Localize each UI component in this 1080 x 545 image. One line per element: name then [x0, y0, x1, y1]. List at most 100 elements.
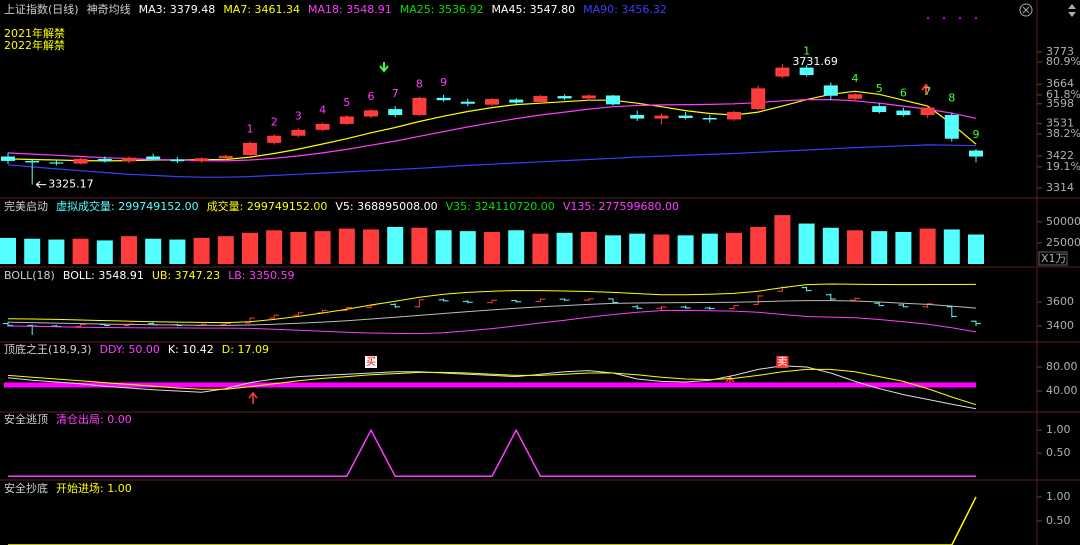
volume-bar: [314, 231, 331, 264]
volume-bar: [435, 230, 452, 264]
series-line: [7, 309, 977, 335]
series-line: [7, 283, 977, 324]
y-tick-label: 3773: [1046, 45, 1074, 58]
legend-item: MA18: 3548.91: [308, 3, 392, 16]
y-tick-label: 0.50: [1046, 514, 1071, 527]
td-label: 8: [948, 92, 955, 105]
y-tick-label: 3422: [1046, 149, 1074, 162]
y-tick-label: 19.1%: [1046, 160, 1080, 173]
series-line: [7, 368, 977, 406]
volume-bar: [169, 239, 186, 264]
y-tick-label: 80.00: [1046, 360, 1078, 373]
series-line: [7, 144, 977, 178]
signal-box: [776, 356, 789, 368]
legend-item: UB: 3747.23: [152, 269, 220, 282]
volume-bar: [217, 236, 234, 264]
volume-bar: [822, 227, 839, 264]
dot: [974, 16, 978, 20]
volume-bar: [653, 234, 670, 264]
volume-bar: [459, 231, 476, 264]
volume-bar: [96, 240, 113, 264]
candle-body: [630, 115, 645, 119]
legend-item: 虚拟成交量: 299749152.00: [56, 199, 199, 213]
volume-bar: [968, 234, 984, 264]
panel-header: 安全逃顶 清仓出局: 0.00: [4, 412, 132, 426]
candle-body: [25, 160, 40, 163]
y-tick-label: 80.9%: [1046, 55, 1080, 68]
candle-body: [364, 110, 378, 117]
td-label: 1: [247, 123, 254, 136]
td-label: 4: [852, 72, 859, 85]
volume-bar: [193, 237, 210, 264]
panel-header: 完美启动 虚拟成交量: 299749152.00 成交量: 299749152.00…: [4, 199, 679, 213]
y-tick-label: 50000: [1046, 215, 1080, 228]
candle-body: [969, 150, 983, 157]
legend-item: MA3: 3379.48: [139, 3, 216, 16]
volume-bar: [701, 233, 718, 264]
reference-line: [4, 382, 976, 388]
td-label: 7: [392, 87, 399, 100]
td-label: 7: [924, 85, 931, 98]
high-label: 3731.69: [792, 55, 838, 68]
signal-label: 买: [366, 356, 376, 368]
legend-item: 开始进场: 1.00: [56, 481, 132, 495]
candle-body: [533, 96, 548, 102]
legend-item: V35: 324110720.00: [446, 200, 555, 213]
volume-bar: [919, 228, 936, 264]
dot: [958, 16, 962, 20]
volume-bar: [363, 229, 379, 264]
legend-item: MA7: 3461.34: [223, 3, 300, 16]
candle-body: [412, 97, 427, 116]
candle-body: [485, 99, 499, 105]
y-tick-label: 3314: [1046, 181, 1074, 194]
td-label: 4: [319, 103, 326, 116]
candle-body: [509, 99, 524, 103]
legend-item: 完美启动: [4, 199, 48, 213]
legend-item: DDY: 50.00: [100, 343, 160, 356]
y-tick-label: 61.8%: [1046, 88, 1080, 101]
volume-bar: [121, 236, 137, 264]
volume-bar: [266, 230, 283, 264]
legend-item: V135: 277599680.00: [563, 200, 679, 213]
td-label: 5: [876, 82, 883, 95]
legend-item: 顶底之王(18,9,3): [4, 342, 92, 356]
panel-header: 安全抄底 开始进场: 1.00: [4, 481, 132, 495]
down-button[interactable]: [1068, 12, 1076, 17]
candle-body: [823, 85, 838, 96]
signal-label: 卖: [777, 356, 787, 368]
legend-item: 安全逃顶: [4, 412, 48, 426]
candle-body: [775, 67, 790, 77]
close-button[interactable]: [1019, 3, 1033, 17]
scroll-buttons[interactable]: [1068, 4, 1076, 17]
candle-body: [944, 115, 959, 139]
legend-item: 安全抄底: [4, 481, 48, 495]
y-tick-label: 1.00: [1046, 423, 1071, 436]
legend-item: BOLL: 3548.91: [63, 269, 144, 282]
candle-body: [267, 135, 282, 143]
y-tick-label: 0.50: [1046, 446, 1071, 459]
volume-bar: [895, 231, 912, 264]
candle-body: [243, 142, 257, 156]
candle-body: [1, 156, 15, 161]
volume-bar: [411, 227, 428, 264]
close-x[interactable]: [1022, 6, 1030, 14]
legend-item: 成交量: 299749152.00: [207, 199, 328, 213]
candle-body: [388, 109, 403, 116]
td-label: 9: [440, 76, 447, 89]
candle-body: [315, 123, 330, 130]
candle-body: [460, 101, 475, 104]
volume-bar: [72, 238, 89, 264]
legend-item: V5: 368895008.00: [335, 200, 437, 213]
legend-item: MA45: 3547.80: [491, 3, 575, 16]
volume-bar: [847, 230, 863, 264]
series-line: [8, 428, 976, 477]
volume-bar: [580, 231, 597, 264]
y-tick-label: 3531: [1046, 117, 1074, 130]
up-button[interactable]: [1068, 4, 1076, 9]
volume-bar: [871, 231, 888, 264]
candle-body: [920, 107, 935, 116]
close-circle[interactable]: [1019, 3, 1033, 17]
td-label: 3: [295, 109, 302, 122]
panel-header: BOLL(18) BOLL: 3548.91 UB: 3747.23 LB: 3350…: [4, 269, 295, 282]
